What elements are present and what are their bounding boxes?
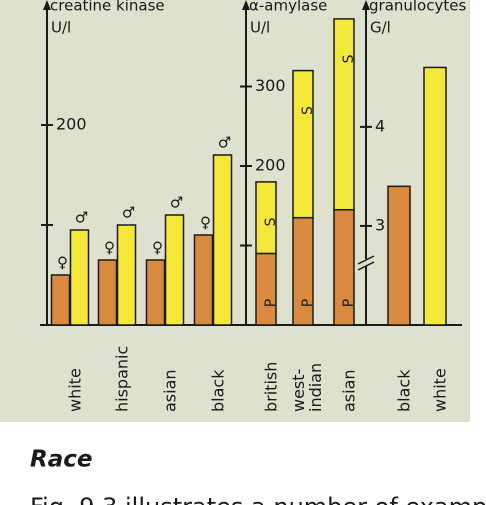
series-symbol: ♂ (75, 209, 88, 227)
x-tick-label: asian (340, 369, 359, 412)
series-symbol: ♀ (104, 239, 115, 257)
chart-title: granulocytes (369, 0, 466, 15)
bar-segment (292, 216, 314, 326)
bar-segment (255, 252, 277, 326)
y-axis-label: U/l (250, 19, 270, 37)
bar (50, 274, 71, 326)
bar (212, 154, 233, 326)
x-tick-label: white (431, 368, 450, 412)
series-symbol: ♀ (57, 254, 68, 272)
y-axis-label: U/l (51, 19, 71, 37)
axis-arrow (362, 0, 370, 10)
y-tick-label: 3 (375, 215, 385, 234)
bar (387, 185, 411, 326)
segment-label: S (263, 217, 279, 226)
series-symbol: ♂ (122, 204, 135, 222)
x-tick-label: british (262, 362, 281, 412)
x-tick-label: west-indian (289, 363, 325, 412)
bar (164, 214, 185, 326)
axis-break (357, 261, 375, 271)
segment-label: P (341, 299, 357, 307)
series-symbol: ♀ (200, 214, 211, 232)
chart-title: α-amylase (249, 0, 327, 15)
axis-arrow (43, 0, 51, 10)
series-symbol: ♀ (152, 239, 163, 257)
y-tick-label: 200 (255, 156, 286, 175)
x-tick-label: black (209, 369, 228, 412)
bar (69, 229, 90, 326)
x-tick-label: black (395, 369, 414, 412)
chart-title: creatine kinase (50, 0, 165, 15)
bar (97, 259, 118, 326)
axis-break (357, 255, 375, 265)
bar-segment (333, 18, 355, 211)
bar (193, 234, 214, 326)
segment-label: P (300, 299, 316, 307)
axis-arrow (242, 0, 250, 10)
bar-segment (292, 69, 314, 219)
bar (116, 224, 137, 326)
body-text: Fig. 9.3 illustrates a number of exampl (30, 493, 486, 505)
segment-label: S (341, 54, 357, 63)
y-tick-label: 300 (255, 76, 286, 95)
y-tick-label: 200 (56, 115, 87, 134)
bar-segment (255, 181, 277, 255)
bar (145, 259, 166, 326)
section-heading: Race (30, 447, 92, 473)
bar (423, 66, 447, 326)
axis-break-gap (358, 259, 374, 266)
series-symbol: ♂ (218, 134, 231, 152)
y-axis-label: G/l (370, 19, 391, 37)
series-symbol: ♂ (170, 194, 183, 212)
segment-label: S (300, 106, 316, 115)
x-tick-label: hispanic (113, 346, 132, 412)
y-tick-label: 4 (375, 116, 385, 135)
x-tick-label: white (66, 368, 85, 412)
x-tick-label: asian (161, 369, 180, 412)
segment-label: P (263, 299, 279, 307)
